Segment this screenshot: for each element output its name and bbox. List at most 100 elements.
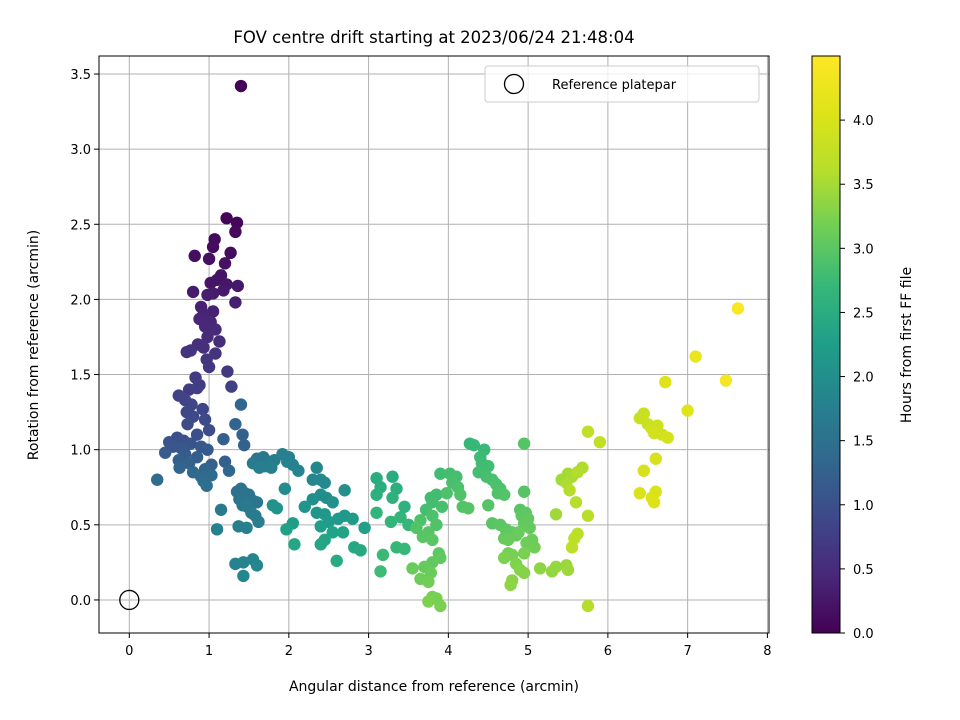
data-point	[198, 413, 212, 426]
data-point	[229, 417, 242, 431]
data-point	[237, 556, 250, 569]
data-point	[517, 485, 531, 498]
data-point	[430, 518, 443, 532]
data-point	[173, 461, 186, 474]
colorbar-tick-label: 1.0	[853, 499, 874, 514]
data-point	[549, 560, 563, 574]
data-point	[731, 302, 745, 315]
data-point	[292, 464, 305, 477]
data-point	[250, 496, 264, 509]
data-point	[398, 500, 411, 513]
y-axis-ticks: 0.0 0.5 1.0 1.5 2.0 2.5 3.0 3.5	[70, 68, 99, 609]
data-point	[196, 402, 209, 416]
x-tick-label: 5	[524, 644, 532, 659]
data-point	[512, 526, 525, 539]
data-point	[523, 521, 536, 535]
colorbar: 0.0 0.5 1.0 1.5 2.0 2.5 3.0 3.5 4.0 Hours from f…	[811, 55, 915, 642]
y-axis-label: Rotation from reference (arcmin)	[26, 230, 42, 460]
data-point	[326, 526, 339, 539]
data-point	[206, 240, 220, 254]
data-point	[229, 296, 242, 309]
data-point	[501, 533, 515, 547]
data-point	[482, 460, 495, 473]
chart-title: FOV centre drift starting at 2023/06/24 …	[233, 28, 634, 47]
data-point	[310, 461, 323, 474]
data-point	[338, 484, 351, 497]
data-point	[647, 496, 661, 509]
data-point	[581, 599, 595, 613]
data-point	[236, 428, 249, 441]
data-point	[237, 569, 250, 583]
data-point	[346, 512, 359, 526]
y-tick-label: 0.0	[70, 594, 91, 609]
data-point	[569, 496, 583, 509]
data-point	[318, 476, 331, 489]
data-point	[186, 285, 200, 299]
colorbar-tick-label: 0.0	[853, 627, 874, 642]
data-point	[224, 246, 237, 260]
data-point	[237, 438, 251, 452]
data-point	[210, 523, 224, 536]
data-point	[376, 548, 390, 562]
colorbar-ticks: 0.0 0.5 1.0 1.5 2.0 2.5 3.0 3.5 4.0	[840, 114, 874, 642]
data-point	[332, 512, 345, 526]
data-point	[370, 506, 383, 519]
data-point	[209, 347, 222, 360]
colorbar-tick-label: 0.5	[853, 563, 874, 578]
y-tick-label: 1.5	[70, 369, 91, 384]
data-point	[240, 521, 253, 535]
data-point	[561, 563, 575, 577]
data-point	[661, 431, 674, 444]
data-point	[250, 559, 264, 572]
x-tick-label: 4	[444, 644, 452, 659]
data-point	[440, 487, 453, 500]
data-point	[184, 344, 197, 357]
data-point	[202, 252, 216, 266]
data-point	[462, 502, 475, 515]
data-point	[406, 562, 419, 575]
data-point	[197, 341, 210, 354]
x-tick-label: 2	[285, 644, 293, 659]
data-point	[504, 578, 517, 592]
data-point	[435, 500, 449, 513]
data-point	[201, 443, 214, 456]
data-point	[229, 225, 242, 239]
data-point	[204, 276, 217, 290]
data-point	[336, 526, 350, 539]
data-point	[517, 437, 531, 450]
colorbar-tick-label: 3.0	[853, 242, 874, 257]
data-point	[410, 521, 423, 535]
x-tick-label: 6	[604, 644, 612, 659]
data-point	[213, 335, 226, 348]
data-point	[214, 503, 228, 516]
data-point	[581, 509, 595, 522]
data-point	[571, 466, 584, 479]
data-point	[314, 538, 327, 551]
data-point	[637, 464, 650, 477]
data-point	[209, 323, 222, 336]
data-point	[222, 464, 236, 477]
data-point	[384, 515, 398, 529]
data-points	[151, 79, 745, 613]
data-point	[198, 320, 212, 333]
data-point	[482, 499, 495, 512]
data-point	[517, 547, 531, 560]
data-point	[252, 515, 265, 529]
data-point	[253, 461, 266, 474]
data-point	[434, 467, 447, 480]
y-tick-label: 2.0	[70, 293, 91, 308]
data-point	[370, 488, 383, 501]
data-point	[218, 257, 232, 270]
data-point	[681, 404, 694, 417]
data-point	[234, 79, 248, 93]
data-point	[426, 533, 439, 547]
data-point	[288, 538, 301, 551]
colorbar-tick-label: 2.0	[853, 371, 874, 386]
data-point	[231, 279, 244, 293]
data-point	[298, 500, 311, 513]
legend-label: Reference platepar	[552, 78, 677, 93]
colorbar-tick-label: 1.5	[853, 435, 874, 450]
data-point	[220, 212, 233, 225]
data-point	[386, 491, 399, 504]
data-point	[159, 446, 172, 459]
